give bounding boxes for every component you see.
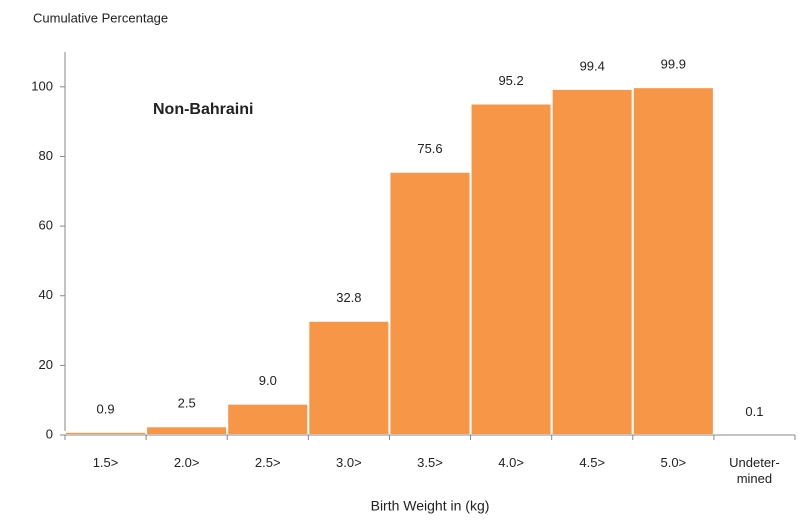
annotation: Non-Bahraini xyxy=(153,101,253,118)
x-tick-label: 1.5> xyxy=(92,455,119,470)
value-label: 95.2 xyxy=(498,73,523,88)
value-label: 0.9 xyxy=(97,401,115,416)
value-label: 0.1 xyxy=(745,404,763,419)
x-axis-label: Birth Weight in (kg) xyxy=(371,498,490,514)
x-tick-label: 4.0> xyxy=(498,455,524,470)
bar xyxy=(550,87,634,436)
bar xyxy=(388,170,472,437)
chart-title: Cumulative Percentage xyxy=(33,10,168,25)
value-label: 2.5 xyxy=(178,396,196,411)
x-tick-label: 3.5> xyxy=(417,455,443,470)
x-tick-label: 5.0> xyxy=(660,455,687,470)
y-tick-label: 60 xyxy=(39,218,53,233)
x-tick-label: Undeter-mined xyxy=(729,455,780,486)
y-tick-label: 40 xyxy=(39,287,53,302)
value-label: 75.6 xyxy=(417,141,442,156)
bar xyxy=(307,319,391,436)
value-label: 9.0 xyxy=(259,373,277,388)
bar xyxy=(469,102,553,436)
bar xyxy=(226,402,310,436)
x-tick-label: 4.5> xyxy=(579,455,606,470)
x-tick-label: 2.0> xyxy=(173,455,200,470)
y-tick-label: 100 xyxy=(31,78,53,93)
y-tick-label: 20 xyxy=(39,357,53,372)
x-tick-label: 3.0> xyxy=(336,455,362,470)
bar xyxy=(145,425,229,436)
value-label: 32.8 xyxy=(336,290,361,305)
value-label: 99.9 xyxy=(661,57,686,72)
value-label: 99.4 xyxy=(580,58,605,73)
x-tick-label: 2.5> xyxy=(254,455,281,470)
bar xyxy=(631,86,715,437)
y-tick-label: 0 xyxy=(46,426,53,441)
y-tick-label: 80 xyxy=(39,148,53,163)
